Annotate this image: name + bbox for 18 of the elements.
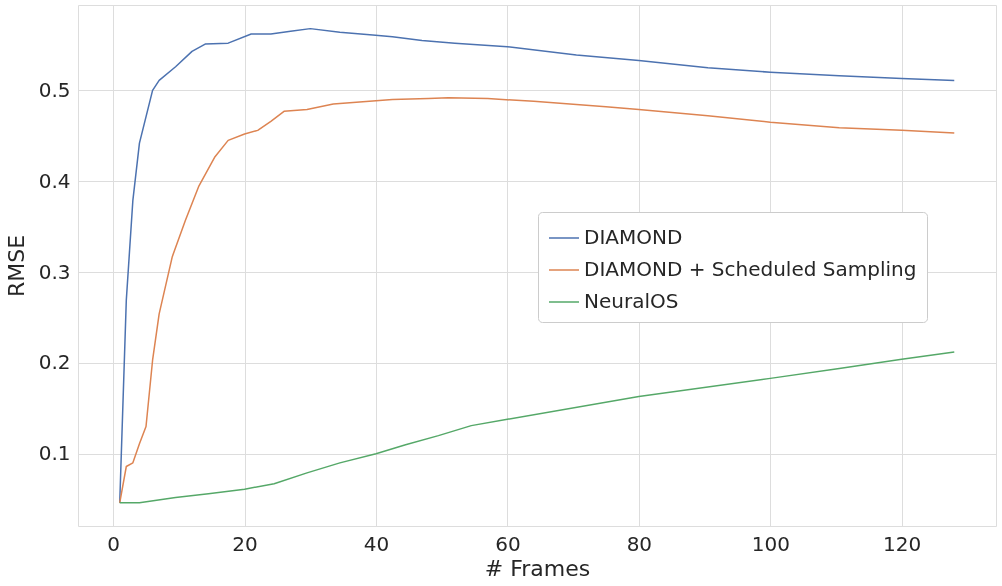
legend-label: DIAMOND + Scheduled Sampling [584, 257, 917, 281]
y-tick-label: 0.1 [38, 441, 71, 466]
x-tick-label: 100 [751, 531, 790, 556]
x-tick-label: 20 [232, 531, 258, 556]
y-tick-label: 0.5 [38, 77, 71, 102]
y-tick-label: 0.2 [38, 350, 71, 375]
x-tick-label: 0 [107, 531, 121, 556]
x-tick-label: 40 [363, 531, 390, 556]
legend-label: NeuralOS [584, 289, 679, 313]
legend-label: DIAMOND [584, 225, 683, 249]
x-tick-label: 80 [626, 531, 653, 556]
x-tick-label: 60 [495, 531, 521, 556]
x-tick-label: 120 [883, 531, 922, 556]
y-tick-label: 0.4 [38, 168, 71, 193]
line-series [118, 351, 956, 504]
x-axis-title: # Frames [484, 555, 591, 581]
y-axis-title: RMSE [3, 234, 29, 298]
y-tick-label: 0.3 [38, 259, 71, 284]
